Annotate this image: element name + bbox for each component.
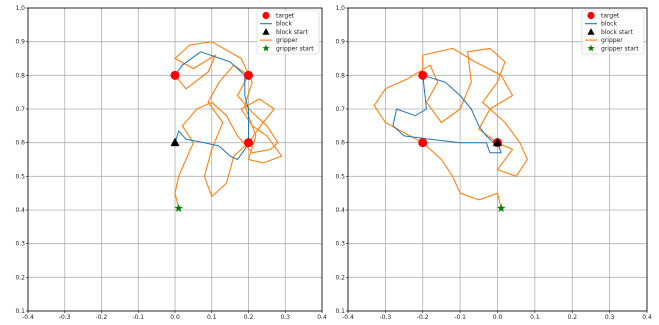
x-tick-label: -0.4: [22, 314, 34, 320]
y-tick-label: 0.3: [335, 241, 345, 248]
x-tick-label: -0.1: [454, 314, 466, 320]
block-series: [392, 74, 502, 154]
y-tick-label: 0.9: [15, 39, 25, 46]
legend-gripper-start-swatch: [587, 44, 595, 52]
x-tick-label: -0.2: [96, 314, 108, 320]
y-ticks: 0.1 0.2 0.3 0.4 0.5 0.6 0.7 0.8 0.9 1.0: [335, 5, 348, 315]
y-tick-label: 0.8: [335, 72, 345, 79]
y-tick-label: 0.2: [15, 274, 25, 281]
target-marker: [170, 70, 180, 80]
y-tick-label: 0.8: [15, 72, 25, 79]
y-tick-label: 0.7: [335, 106, 345, 113]
target-marker: [418, 70, 428, 80]
legend-label: block start: [276, 29, 308, 36]
x-tick-label: -0.1: [132, 314, 144, 320]
gripper-series: [174, 41, 283, 209]
target-marker: [418, 138, 428, 148]
x-tick-label: 0.2: [567, 314, 577, 320]
legend-label: target: [601, 13, 620, 20]
legend-box: [581, 9, 645, 55]
gripper-line: [174, 41, 283, 209]
x-tick-label: 0.4: [317, 314, 327, 320]
y-tick-label: 0.9: [335, 39, 345, 46]
x-tick-label: -0.2: [417, 314, 429, 320]
x-tick-label: 0.2: [244, 314, 254, 320]
y-tick-label: 0.2: [335, 274, 345, 281]
x-tick-label: 0.0: [493, 314, 503, 320]
markers: [170, 70, 253, 212]
chart-right: -0.4 -0.3 -0.2 -0.1 0.0 0.1 0.2 0.3 0.4 0.10.20.…: [335, 5, 652, 321]
x-tick-label: 0.3: [605, 314, 615, 320]
y-tick-label: 1.0: [15, 5, 25, 12]
legend-label: gripper start: [601, 45, 639, 52]
y-tick-label: 0.6: [15, 140, 25, 147]
x-tick-label: 0.1: [207, 314, 217, 320]
x-tick-label: -0.3: [380, 314, 392, 320]
markers: [418, 70, 506, 212]
x-tick-label: 0.3: [280, 314, 290, 320]
block-start-marker: [493, 137, 502, 147]
legend-label: gripper: [601, 37, 623, 44]
target-marker: [244, 138, 253, 148]
legend-label: gripper: [276, 37, 298, 44]
x-ticks: -0.4 -0.3 -0.2 -0.1 0.0 0.1 0.2 0.3 0.4: [22, 311, 327, 321]
y-tick-label: 0.3: [15, 241, 25, 248]
x-tick-label: 0.4: [642, 314, 652, 320]
y-tick-label: 0.4: [335, 207, 345, 214]
x-ticks: -0.4 -0.3 -0.2 -0.1 0.0 0.1 0.2 0.3 0.4: [342, 311, 652, 321]
legend-target-swatch: [262, 11, 270, 20]
x-tick-label: 0.0: [170, 314, 180, 320]
gripper-start-marker: [496, 203, 506, 212]
y-tick-label: 0.5: [335, 173, 345, 180]
x-tick-label: -0.3: [59, 314, 71, 320]
x-tick-label: -0.4: [342, 314, 354, 320]
y-tick-label: 1.0: [335, 5, 345, 12]
y-tick-label: 0.1: [335, 308, 345, 315]
legend-box: [256, 9, 320, 55]
legend-label: block: [601, 21, 617, 28]
legend-block-start-swatch: [587, 28, 595, 35]
legend-label: block start: [601, 29, 633, 36]
block-start-marker: [170, 137, 180, 147]
gripper-start-marker: [174, 203, 183, 212]
target-marker: [244, 70, 253, 80]
y-ticks: 0.1 0.2 0.3 0.4 0.5 0.6 0.7 0.8 0.9 1.0: [15, 5, 28, 315]
chart-left: -0.4 -0.3 -0.2 -0.1 0.0 0.1 0.2 0.3 0.4 0.10.20.…: [15, 5, 327, 321]
x-tick-label: 0.1: [530, 314, 540, 320]
legend-block-start-swatch: [262, 28, 270, 35]
y-tick-label: 0.6: [335, 140, 345, 147]
block-line: [392, 74, 502, 154]
y-tick-label: 0.5: [15, 173, 25, 180]
y-tick-label: 0.1: [15, 308, 25, 315]
y-tick-label: 0.4: [15, 207, 25, 214]
legend-label: target: [276, 13, 295, 20]
legend-label: gripper start: [276, 45, 314, 52]
legend-target-swatch: [587, 11, 595, 20]
legend-label: block: [276, 21, 292, 28]
y-tick-label: 0.7: [15, 106, 25, 113]
legend-gripper-start-swatch: [262, 44, 270, 52]
